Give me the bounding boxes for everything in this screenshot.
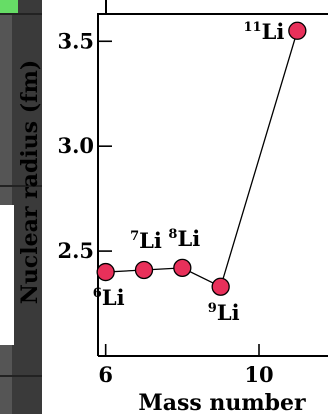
point-label: 7Li: [130, 228, 162, 253]
element-symbol: Li: [262, 19, 285, 44]
series-points: [96, 21, 307, 296]
element-symbol: Li: [177, 226, 200, 251]
mass-number-superscript: 6: [93, 286, 102, 301]
series-line: [105, 30, 298, 288]
mass-number-superscript: 7: [130, 229, 139, 244]
left-panel-dark: [12, 0, 42, 414]
series-lines: [105, 30, 298, 288]
data-point: [134, 260, 154, 280]
x-axis-title: Mass number: [138, 390, 306, 414]
data-point: [173, 258, 192, 278]
y-tick-label: 3.5: [57, 28, 94, 53]
data-point: [288, 21, 307, 40]
element-symbol: Li: [102, 285, 125, 310]
y-tick-label: 2.5: [57, 238, 94, 263]
point-label: 6Li: [93, 285, 125, 310]
green-corner: [0, 0, 18, 14]
x-tick-label: 6: [98, 362, 113, 387]
data-point: [96, 262, 115, 282]
mass-number-superscript: 11: [243, 20, 261, 35]
y-tick-label: 3.0: [57, 133, 94, 158]
element-symbol: Li: [139, 228, 162, 253]
axes: 2.5 3.0 3.5 6 10: [57, 28, 273, 387]
y-axis-title: Nuclear radius (fm): [17, 60, 43, 305]
point-label: 9Li: [208, 300, 240, 325]
x-tick-label: 10: [244, 362, 273, 387]
mass-number-superscript: 9: [208, 301, 217, 316]
element-symbol: Li: [217, 300, 240, 325]
chart-background: [42, 14, 328, 414]
point-label: 8Li: [168, 226, 200, 251]
point-label: 11Li: [243, 19, 284, 44]
data-point: [211, 277, 230, 296]
plot-frame: [97, 13, 328, 357]
left-light-patch: [0, 205, 14, 345]
mass-number-superscript: 8: [168, 227, 177, 242]
